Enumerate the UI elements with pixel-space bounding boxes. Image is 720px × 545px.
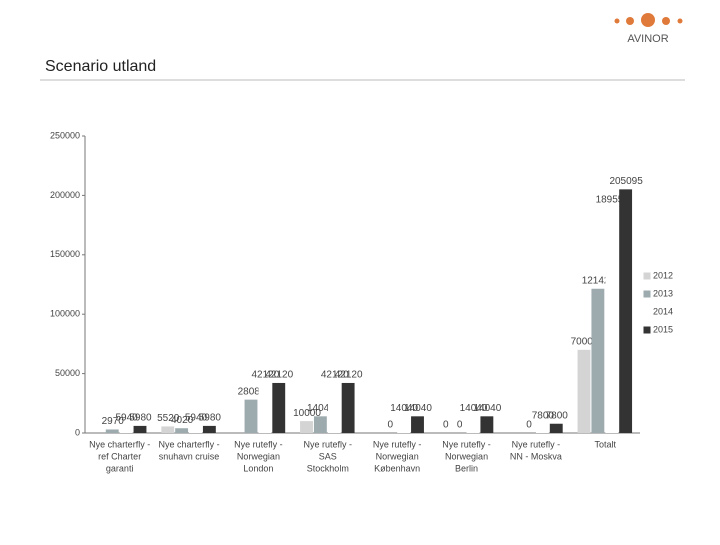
x-tick-label: Berlin (455, 463, 478, 473)
bar (605, 207, 619, 433)
bar (313, 416, 327, 433)
data-label: 5520 (157, 413, 180, 424)
bar (549, 423, 563, 433)
x-tick-label: ref Charter (98, 451, 141, 461)
data-label: 7800 (546, 410, 569, 421)
x-tick-label: Nye charterfly - (159, 439, 220, 449)
x-tick-label: Totalt (595, 439, 617, 449)
logo-text: AVINOR (627, 33, 668, 45)
data-label: 70000 (571, 336, 599, 347)
bar (397, 416, 411, 433)
data-label: 0 (443, 420, 449, 431)
bar (480, 416, 494, 433)
bar (577, 349, 591, 433)
bar (466, 416, 480, 433)
data-label: 42120 (321, 370, 349, 381)
data-label: 4020 (171, 415, 194, 426)
data-label: 5940 (185, 413, 208, 424)
data-label: 5940 (116, 413, 139, 424)
data-label: 205095 (609, 176, 643, 187)
data-label: 42120 (251, 370, 279, 381)
data-label: 14040 (307, 403, 335, 414)
legend-label: 2014 (653, 306, 673, 316)
chart-title: Scenario utland (45, 58, 156, 75)
data-label: 14040 (390, 403, 418, 414)
bar (119, 425, 133, 433)
bar (244, 399, 258, 433)
x-tick-label: Nye rutefly - (512, 439, 561, 449)
data-label: 14040 (404, 403, 432, 414)
bar (175, 428, 189, 433)
y-tick-label: 50000 (55, 368, 80, 378)
data-label: 121423 (582, 275, 616, 286)
x-tick-label: København (374, 463, 420, 473)
bar (272, 382, 286, 433)
x-tick-label: Nye rutefly - (304, 439, 353, 449)
legend-swatch (644, 309, 650, 315)
bar (619, 189, 633, 433)
data-label: 5980 (129, 413, 152, 424)
y-tick-label: 150000 (50, 249, 80, 259)
legend-swatch (643, 326, 651, 334)
x-tick-label: Stockholm (307, 463, 349, 473)
data-label: 14040 (473, 403, 501, 414)
data-label: 2970 (102, 416, 125, 427)
bar (411, 416, 424, 433)
x-tick-label: Nye rutefly - (234, 439, 283, 449)
x-tick-label: Norwegian (445, 451, 488, 461)
x-tick-label: London (243, 463, 273, 473)
x-tick-label: Nye rutefly - (442, 439, 491, 449)
logo-dots (614, 13, 683, 27)
bar (300, 421, 313, 433)
data-label: 14040 (460, 403, 488, 414)
legend-swatch (643, 272, 651, 280)
bar (258, 382, 272, 433)
y-tick-label: 250000 (50, 130, 80, 140)
x-tick-label: Nye rutefly - (373, 439, 422, 449)
bar (202, 425, 216, 433)
legend-label: 2012 (653, 270, 673, 280)
data-label: 0 (457, 420, 463, 431)
legend-label: 2015 (653, 324, 673, 334)
data-label: 7800 (532, 410, 555, 421)
data-label: 28080 (238, 386, 266, 397)
data-label: 42120 (265, 370, 293, 381)
data-label: 0 (387, 420, 393, 431)
x-tick-label: garanti (106, 463, 134, 473)
y-tick-label: 0 (75, 427, 80, 437)
bar (341, 382, 355, 433)
bar (189, 425, 202, 433)
x-tick-label: Norwegian (237, 451, 280, 461)
legend-label: 2013 (653, 288, 673, 298)
data-label: 10000 (293, 408, 321, 419)
x-tick-label: snuhavn cruise (159, 451, 220, 461)
data-label: 189550 (596, 194, 630, 205)
x-tick-label: SAS (319, 451, 337, 461)
bar (105, 429, 119, 433)
bar (133, 425, 147, 433)
bar (161, 426, 175, 433)
x-tick-label: NN - Moskva (510, 451, 562, 461)
y-tick-label: 100000 (50, 309, 80, 319)
bar (327, 382, 341, 433)
x-tick-label: Nye charterfly - (89, 439, 150, 449)
bar (591, 288, 605, 433)
y-tick-label: 200000 (50, 190, 80, 200)
data-label: 0 (526, 420, 532, 431)
data-label: 42120 (335, 370, 363, 381)
legend-swatch (643, 290, 651, 298)
bar (535, 423, 549, 433)
x-tick-label: Norwegian (376, 451, 419, 461)
data-label: 5980 (199, 413, 222, 424)
